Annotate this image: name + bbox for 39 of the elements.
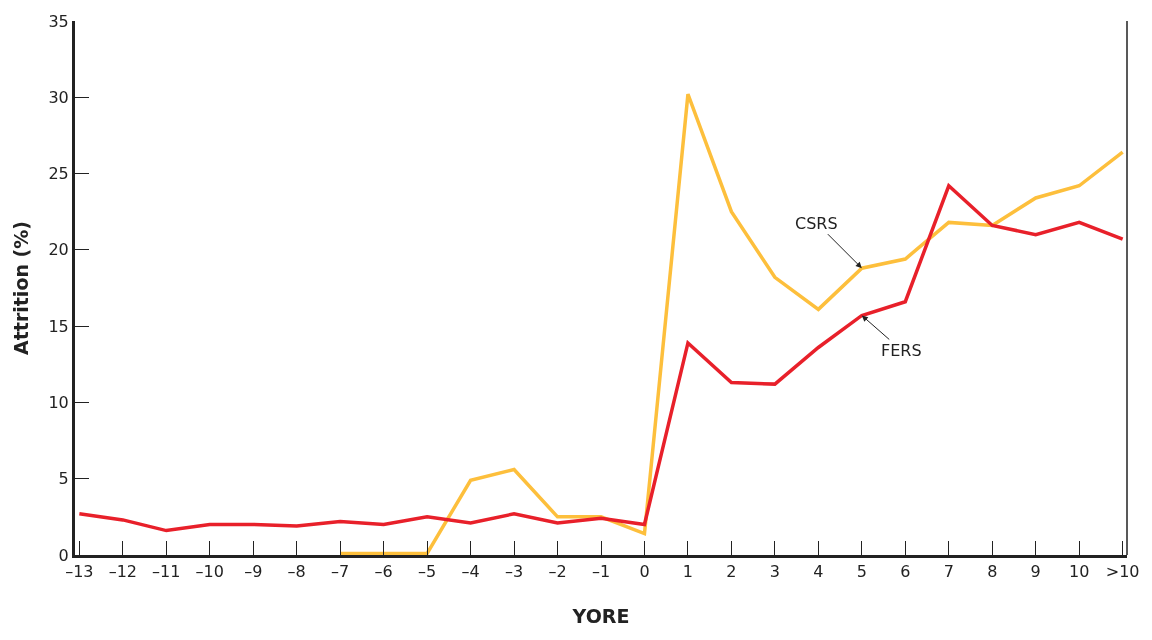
x-tick-label: 3 [769,562,780,582]
y-tick-label: 5 [58,469,69,489]
x-tick-label: –13 [65,562,94,582]
x-tick-label: 5 [856,562,867,582]
x-tick-label: 10 [1069,562,1090,582]
x-tick-label: –6 [374,562,393,582]
x-tick-label: –4 [461,562,480,582]
x-tick-label: 8 [987,562,998,582]
x-tick-label: 9 [1030,562,1041,582]
x-tick-label: –8 [287,562,306,582]
x-tick-label: 0 [639,562,650,582]
x-tick-label: –12 [108,562,137,582]
x-tick-label: 1 [682,562,694,582]
x-tick-label: >10 [1105,562,1140,582]
y-tick-label: 30 [48,87,69,107]
x-tick-label: –2 [548,562,567,582]
line-series [338,92,1125,555]
x-tick-label: 6 [900,562,911,582]
y-axis-title: Attrition (%) [10,221,33,355]
x-tick-label: 2 [726,562,737,582]
x-tick-label: –1 [591,562,611,582]
line-series [77,184,1125,533]
y-tick-label: 10 [48,393,69,413]
y-tick-label: 20 [48,240,69,260]
text: CSRS [795,214,838,233]
x-tick-label: –9 [244,562,263,582]
x-tick-label: –5 [418,562,437,582]
x-tick-label: –3 [504,562,524,582]
y-tick-label: 0 [58,545,69,565]
y-tick-label: 35 [48,11,69,31]
x-tick-label: –11 [152,562,181,582]
y-tick-label: 15 [48,316,69,336]
x-tick-label: 7 [943,562,954,582]
y-tick-label: 25 [48,164,69,184]
x-tick-label: –7 [331,562,350,582]
x-tick-label: 4 [813,562,824,582]
series-label: FERS [881,341,922,360]
x-axis-title: YORE [571,605,630,627]
x-tick-label: –10 [195,562,224,582]
